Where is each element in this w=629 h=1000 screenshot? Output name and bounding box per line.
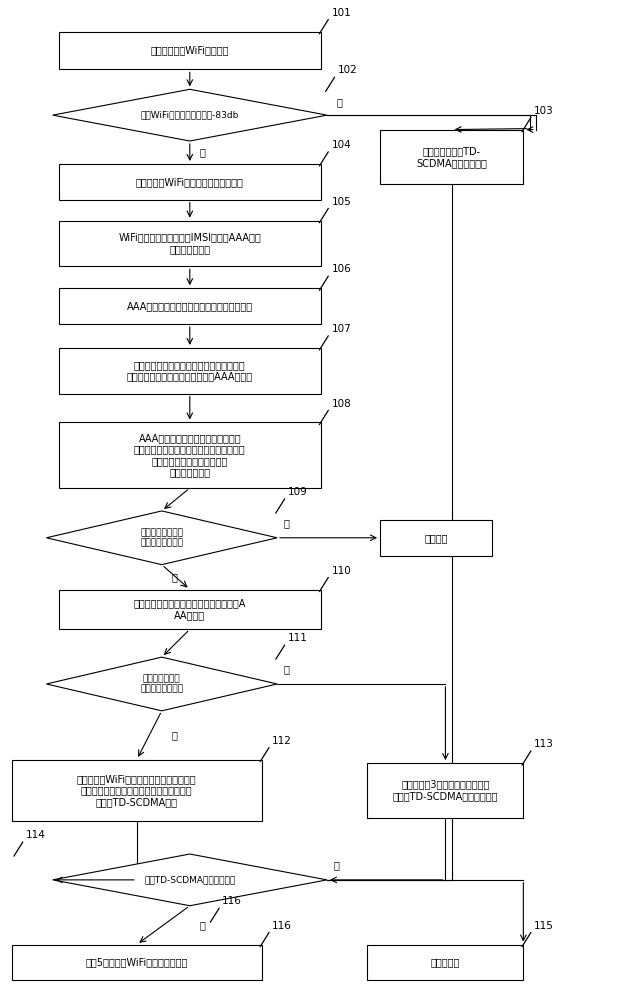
Text: 服务器校验第三
随机数，是否相同: 服务器校验第三 随机数，是否相同 (140, 674, 183, 694)
Text: 101: 101 (331, 8, 351, 18)
Bar (367, 945, 523, 980)
Text: 107: 107 (331, 324, 351, 334)
Bar (380, 130, 523, 184)
Text: 判断WiFi信号强度是否高于-83db: 判断WiFi信号强度是否高于-83db (141, 111, 239, 120)
Text: 用户设备请求与TD-
SCDMA网络建立连接: 用户设备请求与TD- SCDMA网络建立连接 (416, 146, 487, 168)
Bar (59, 221, 321, 266)
Text: 102: 102 (338, 65, 357, 75)
Bar (12, 945, 262, 980)
Text: 112: 112 (272, 736, 292, 746)
Bar (367, 763, 523, 818)
Polygon shape (47, 657, 277, 711)
Text: 连接TD-SCDMA网络是否成功: 连接TD-SCDMA网络是否成功 (144, 875, 235, 884)
Text: 否: 否 (337, 97, 342, 107)
Bar (380, 520, 492, 556)
Polygon shape (47, 511, 277, 565)
Text: AAA服务器对第一随机数进行解密并
产生第二随机数，将第一随机数和第二随机
数加密生成第三随机数并将其
发送给用户设备: AAA服务器对第一随机数进行解密并 产生第二随机数，将第一随机数和第二随机 数加… (134, 433, 245, 478)
Bar (59, 589, 321, 629)
Text: 104: 104 (331, 140, 351, 150)
Text: 114: 114 (26, 830, 46, 840)
Text: 用户设备校验第一
随机数，是否相同: 用户设备校验第一 随机数，是否相同 (140, 528, 183, 547)
Text: 105: 105 (331, 197, 351, 207)
Bar (12, 760, 262, 821)
Text: 106: 106 (331, 264, 351, 274)
Text: AAA服务器发送认证请求报文给所述用户设备: AAA服务器发送认证请求报文给所述用户设备 (127, 301, 253, 311)
Text: 用户设备与WiFi设备建立连接，并向核心网
上报位置信息，核心网判断是否将用户设备
切换到TD-SCDMA网络: 用户设备与WiFi设备建立连接，并向核心网 上报位置信息，核心网判断是否将用户设… (77, 774, 197, 807)
Text: 116: 116 (222, 896, 242, 906)
Text: 110: 110 (331, 566, 351, 576)
Text: 否: 否 (333, 860, 339, 870)
Bar (59, 164, 321, 200)
Bar (59, 32, 321, 69)
Text: 是: 是 (199, 920, 205, 930)
Text: 将解密后的第二随机数再次加密后发送给A
AA服务器: 将解密后的第二随机数再次加密后发送给A AA服务器 (133, 599, 246, 620)
Text: 则结束流程: 则结束流程 (431, 957, 460, 967)
Bar (59, 288, 321, 324)
Text: 是: 是 (171, 730, 177, 740)
Text: 结束流程: 结束流程 (425, 533, 448, 543)
Text: WiFi设备获取用户设备的IMSI，并向AAA服务
器请求开始认证: WiFi设备获取用户设备的IMSI，并向AAA服务 器请求开始认证 (118, 233, 261, 254)
Text: 116: 116 (272, 921, 292, 931)
Text: 111: 111 (287, 633, 308, 643)
Text: 109: 109 (287, 487, 308, 497)
Text: 是: 是 (171, 572, 177, 582)
Text: 用户设备检测WiFi网络信号: 用户设备检测WiFi网络信号 (150, 46, 229, 56)
Text: 否: 否 (283, 518, 289, 528)
Text: 用户设备生成第一随机数并对所述随机数加
密，将加密后的第一随机数发送给AAA服务器: 用户设备生成第一随机数并对所述随机数加 密，将加密后的第一随机数发送给AAA服务… (127, 360, 253, 382)
Text: 每隔5秒钟检测WiFi网络的信号强度: 每隔5秒钟检测WiFi网络的信号强度 (86, 957, 188, 967)
Polygon shape (53, 854, 327, 906)
Text: 在连续鉴权3次失败时，用户设备
请求与TD-SCDMA网络建立连接: 在连续鉴权3次失败时，用户设备 请求与TD-SCDMA网络建立连接 (392, 780, 498, 801)
Text: 108: 108 (331, 399, 351, 409)
Text: 是: 是 (199, 147, 205, 157)
Polygon shape (53, 89, 327, 141)
Text: 103: 103 (534, 106, 554, 116)
Text: 115: 115 (534, 921, 554, 931)
Bar (59, 348, 321, 394)
Bar (59, 422, 321, 488)
Text: 用户设备向WiFi设备发起鉴权认证请求: 用户设备向WiFi设备发起鉴权认证请求 (136, 177, 244, 187)
Text: 113: 113 (534, 739, 554, 749)
Text: 否: 否 (283, 664, 289, 674)
